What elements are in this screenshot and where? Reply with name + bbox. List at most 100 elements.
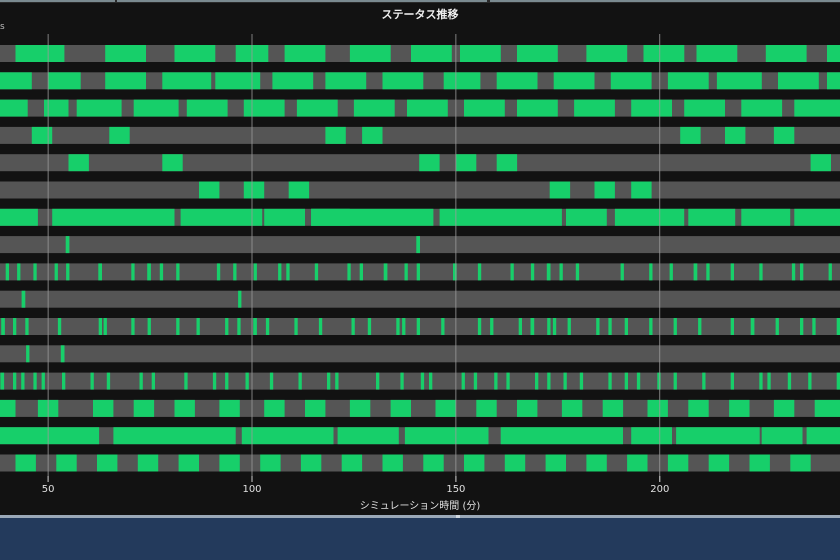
- lane-2-active-bar: [496, 72, 538, 90]
- lane-11-active-bar: [750, 318, 755, 335]
- x-tick-label-150: 150: [446, 484, 465, 495]
- lane-3-active-bar: [631, 99, 672, 117]
- lane-4-background: [0, 126, 840, 144]
- lane-15-active-bar: [761, 427, 803, 445]
- lane-5-active-bar: [68, 154, 89, 172]
- lane-11-active-bar: [237, 318, 241, 335]
- lane-13-active-bar: [376, 372, 380, 390]
- lane-16-active-bar: [300, 454, 322, 472]
- lane-9-active-bar: [510, 263, 514, 281]
- lane-10-active-bar: [21, 290, 26, 308]
- lane-11-active-bar: [730, 318, 734, 335]
- lane-2-active-bar: [272, 72, 314, 90]
- lane-15-active-bar: [337, 427, 399, 445]
- lane-2-active-bar: [325, 72, 367, 90]
- lane-11-active-bar: [103, 318, 107, 335]
- lane-16-active-bar: [382, 454, 403, 472]
- lane-11-active-bar: [196, 318, 200, 335]
- top-strip-segment: [0, 0, 115, 2]
- lane-6-active-bar: [549, 181, 571, 199]
- lane-1-active-bar: [349, 45, 391, 62]
- lane-16-active-bar: [219, 454, 240, 472]
- lane-3-active-bar: [741, 99, 783, 117]
- lane-7-active-bar: [566, 208, 607, 226]
- lane-14-active-bar: [0, 399, 16, 417]
- lane-9-active-bar: [759, 263, 763, 281]
- chart-title: ステータス推移: [381, 8, 459, 21]
- lane-2-active-bar: [827, 72, 840, 90]
- lane-2-active-bar: [105, 72, 146, 90]
- lane-14-active-bar: [602, 399, 624, 417]
- lane-7-active-bar: [439, 208, 562, 226]
- status-timeline-chart: 50 100 150 200: [0, 34, 840, 495]
- lane-7-active-bar: [180, 208, 263, 226]
- lane-12-background: [0, 345, 840, 363]
- lane-5-active-bar: [455, 154, 477, 172]
- lane-11-active-bar: [477, 318, 482, 335]
- lane-3-active-bar: [794, 99, 840, 117]
- lane-16-active-bar: [97, 454, 118, 472]
- lane-9-active-bar: [5, 263, 9, 281]
- lane-11-active-bar: [596, 318, 600, 335]
- lane-7-active-bar: [614, 208, 685, 226]
- lane-7-active-bar: [264, 208, 305, 226]
- lane-11-active-bar: [518, 318, 522, 335]
- lane-3-active-bar: [407, 99, 448, 117]
- lane-16-active-bar: [137, 454, 159, 472]
- lane-16-active-bar: [423, 454, 444, 472]
- lane-13-active-bar: [0, 372, 5, 390]
- lane-13-background: [0, 372, 840, 390]
- lane-3-active-bar: [243, 99, 285, 117]
- lane-13-active-bar: [245, 372, 249, 390]
- lane-11-active-bar: [530, 318, 535, 335]
- lane-16-active-bar: [667, 454, 689, 472]
- lane-7-active-bar: [52, 208, 175, 226]
- lane-9-active-bar: [730, 263, 734, 281]
- lane-1-active-bar: [15, 45, 65, 62]
- lane-4-active-bar: [680, 126, 701, 144]
- lane-9-active-bar: [669, 263, 673, 281]
- lane-11-active-bar: [673, 318, 677, 335]
- lane-5-active-bar: [162, 154, 183, 172]
- scroll-handle[interactable]: [456, 515, 460, 518]
- lane-15-active-bar: [631, 427, 672, 445]
- timeline-scroll-panel[interactable]: [0, 515, 840, 560]
- lane-9-active-bar: [620, 263, 624, 281]
- lane-6-active-bar: [594, 181, 615, 199]
- lane-11-active-bar: [131, 318, 135, 335]
- lane-13-active-bar: [836, 372, 840, 390]
- lane-13-active-bar: [657, 372, 661, 390]
- lane-14-background: [0, 399, 840, 417]
- lane-9-active-bar: [706, 263, 710, 281]
- lane-2-active-bar: [0, 72, 32, 90]
- lane-1-active-bar: [460, 45, 501, 62]
- lane-14-active-bar: [517, 399, 538, 417]
- lane-3-active-bar: [133, 99, 179, 117]
- lane-13-active-bar: [547, 372, 551, 390]
- lane-4-active-bar: [109, 126, 130, 144]
- lane-9-active-bar: [453, 263, 457, 281]
- lane-13-active-bar: [33, 372, 37, 390]
- lane-16-active-bar: [178, 454, 199, 472]
- top-strip-segment: [490, 0, 840, 2]
- lane-3-active-bar: [464, 99, 505, 117]
- lane-13-active-bar: [13, 372, 17, 390]
- lanes-layer: [0, 45, 840, 472]
- lane-14-active-bar: [688, 399, 709, 417]
- lane-9-active-bar: [359, 263, 363, 281]
- lane-11-active-bar: [367, 318, 372, 335]
- lane-13-active-bar: [563, 372, 567, 390]
- lane-1-active-bar: [586, 45, 628, 62]
- lane-9-active-bar: [828, 263, 832, 281]
- lane-9-active-bar: [314, 263, 319, 281]
- lane-13-active-bar: [673, 372, 677, 390]
- x-tick-label-100: 100: [242, 484, 261, 495]
- lane-6-background: [0, 181, 840, 199]
- lane-7-active-bar: [794, 208, 840, 226]
- lane-11-active-bar: [25, 318, 29, 335]
- lane-13-active-bar: [535, 372, 539, 390]
- lane-11-active-bar: [98, 318, 102, 335]
- lane-15-active-bar: [241, 427, 334, 445]
- lane-3-active-bar: [0, 99, 28, 117]
- lane-9-active-bar: [791, 263, 796, 281]
